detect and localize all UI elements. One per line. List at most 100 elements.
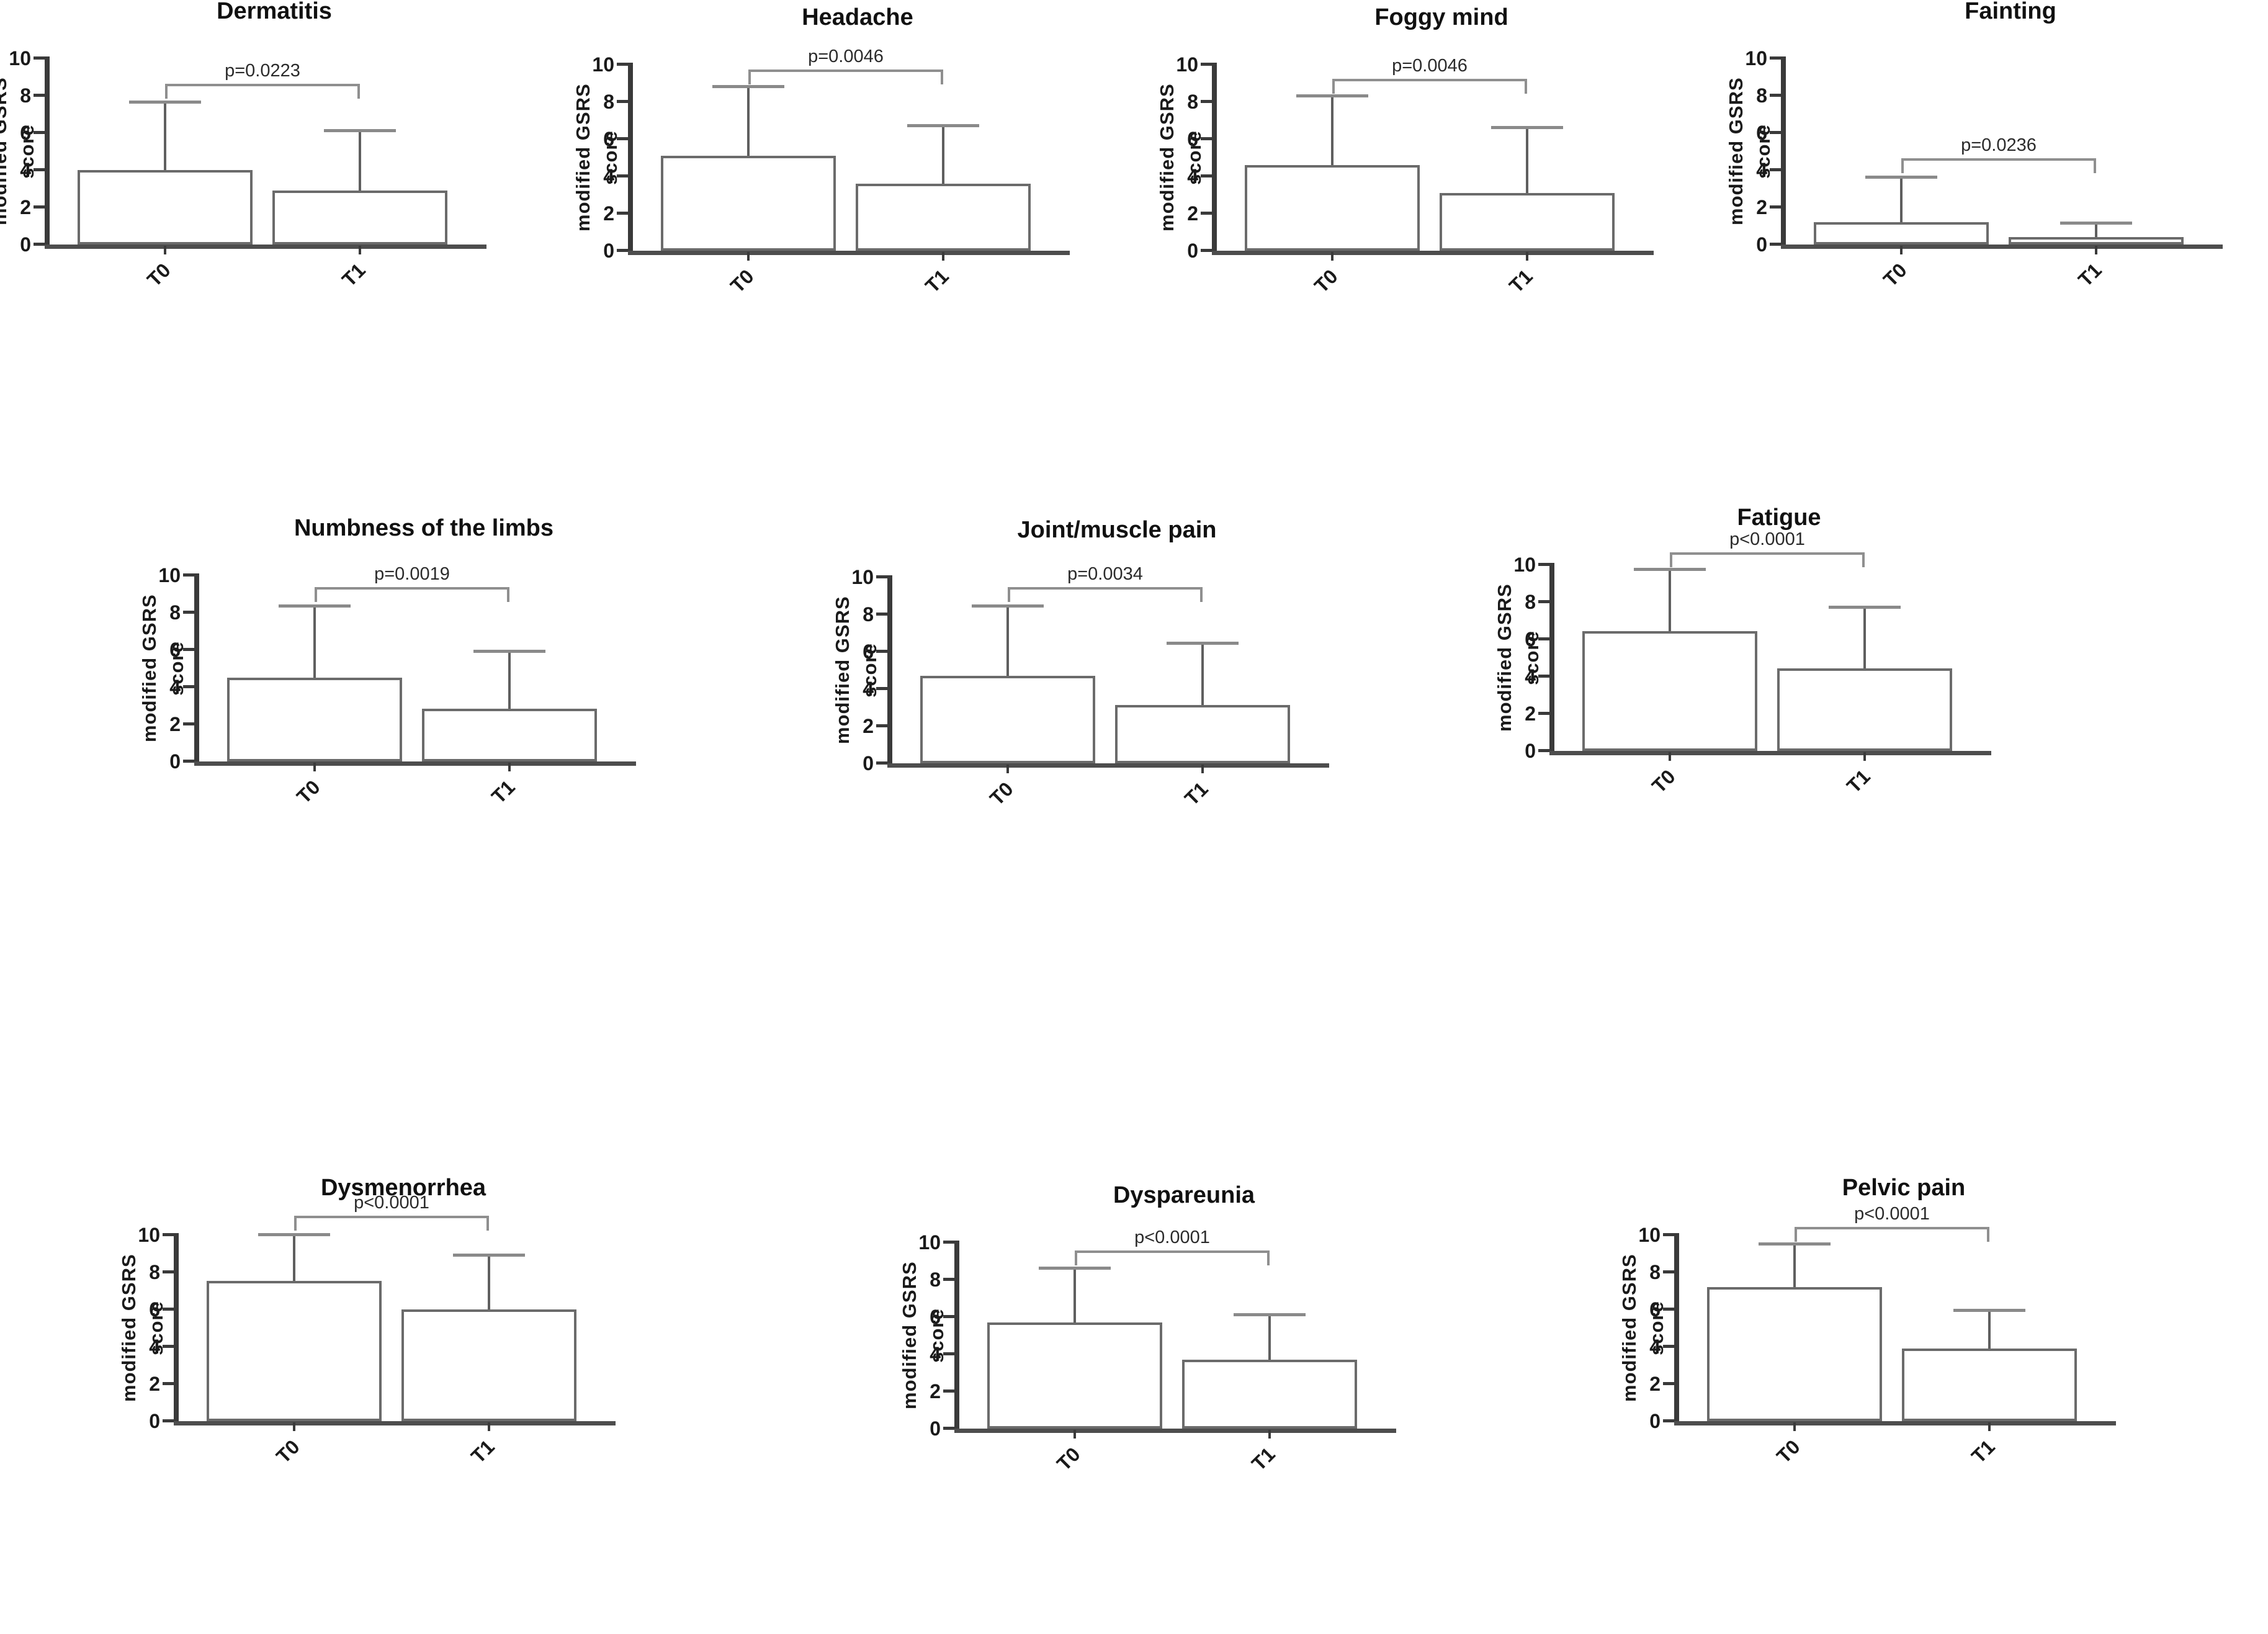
- x-label-area: T0 T1: [1500, 755, 2058, 824]
- chart-title: Dysmenorrhea: [320, 1175, 486, 1201]
- significance-bracket-end-left: [1901, 159, 1904, 173]
- y-axis-label: modified GSRS score: [572, 83, 621, 232]
- error-cap: [1167, 641, 1239, 645]
- x-tick-label-text: T1: [466, 1435, 499, 1468]
- chart-title: Numbness of the limbs: [294, 515, 554, 541]
- x-axis-line: [1781, 245, 2223, 249]
- error-bar: [1793, 1244, 1796, 1287]
- significance-bracket-end-left: [1332, 80, 1335, 94]
- y-tick-label: 2: [1525, 703, 1536, 725]
- plot-area: 0 2 4 6 8 10 modified GSRS score p=0.0236: [1725, 28, 2268, 255]
- bar-t0: [1582, 631, 1757, 751]
- bar-t1: [1440, 193, 1615, 251]
- x-tick-label-t0: T0: [1252, 265, 1342, 297]
- y-tick-label: 2: [603, 202, 614, 225]
- y-tick-label: 6: [930, 1306, 941, 1328]
- error-bar: [488, 1255, 490, 1309]
- y-tick: [1663, 1419, 1674, 1422]
- y-axis-label: modified GSRS score: [1725, 77, 1774, 226]
- x-tick-label-t1: T1: [1909, 1435, 1999, 1468]
- y-tick-label: 2: [1187, 202, 1198, 225]
- significance-bracket-end-right: [1200, 588, 1203, 602]
- x-tick-label-t0: T0: [994, 1443, 1085, 1475]
- y-tick-label: 2: [1756, 196, 1767, 218]
- x-tick-label-text: T1: [1247, 1443, 1280, 1475]
- y-tick: [1663, 1345, 1674, 1348]
- significance-bracket: [294, 1216, 489, 1218]
- significance-bracket-end-left: [1670, 553, 1672, 567]
- y-axis-line: [194, 573, 199, 766]
- y-axis-line: [1781, 56, 1786, 249]
- error-cap: [907, 124, 979, 127]
- y-tick-label: 4: [930, 1343, 941, 1365]
- y-tick: [1538, 600, 1549, 603]
- y-tick-label: 0: [20, 233, 31, 256]
- y-tick-label: 10: [158, 564, 181, 586]
- error-bar: [1900, 177, 1903, 222]
- error-bar: [359, 131, 361, 191]
- x-tick: [1526, 252, 1528, 261]
- error-bar: [1331, 96, 1333, 165]
- y-tick-label: 4: [1525, 665, 1536, 688]
- x-axis-line: [45, 245, 486, 249]
- x-axis-line: [194, 761, 636, 766]
- y-tick: [1538, 563, 1549, 566]
- y-tick: [163, 1382, 174, 1385]
- significance-bracket-end-right: [1525, 80, 1527, 94]
- error-bar: [1526, 128, 1528, 193]
- bar-t1: [856, 184, 1031, 251]
- y-tick-label: 6: [20, 122, 31, 144]
- chart-dermatitis: Dermatitis 0 2 4 6 8 10 modified GSRS score p=0.…: [0, 0, 554, 317]
- significance-bracket: [315, 586, 509, 590]
- p-value-label: p<0.0001: [1134, 1227, 1210, 1247]
- x-tick: [1793, 1422, 1796, 1431]
- y-axis-label: modified GSRS score: [0, 77, 38, 226]
- significance-bracket-end-right: [1267, 1251, 1270, 1265]
- x-tick-label-t0: T0: [1821, 259, 1911, 291]
- y-tick: [1770, 56, 1781, 60]
- error-bar: [1268, 1315, 1271, 1360]
- y-tick: [876, 724, 887, 727]
- y-tick: [876, 761, 887, 765]
- error-bar: [1201, 643, 1204, 705]
- y-axis-line: [887, 575, 892, 768]
- p-value-label: p=0.0019: [374, 563, 450, 584]
- y-tick-label: 10: [592, 53, 614, 76]
- y-tick: [1201, 137, 1212, 140]
- plot-area: 0 2 4 6 8 10 modified GSRS score p<0.0001: [1494, 529, 2058, 761]
- x-tick: [942, 252, 944, 261]
- x-tick: [1863, 752, 1866, 761]
- y-tick-label: 6: [1649, 1298, 1661, 1321]
- x-tick: [1988, 1422, 1991, 1431]
- y-axis-line: [954, 1241, 959, 1433]
- p-value-label: p=0.0046: [1392, 56, 1468, 76]
- p-value-label: p=0.0236: [1961, 135, 2037, 155]
- x-tick-label-text: T1: [1504, 265, 1537, 297]
- y-tick-label: 6: [1756, 122, 1767, 144]
- x-tick-label-text: T0: [271, 1435, 304, 1468]
- y-tick-label: 6: [863, 640, 874, 663]
- x-label-area: T0 T1: [1731, 249, 2268, 317]
- y-tick-label: 4: [20, 159, 31, 181]
- significance-bracket-end-right: [486, 1217, 489, 1231]
- x-tick-label-t0: T0: [234, 776, 325, 808]
- error-cap: [1829, 606, 1901, 609]
- y-tick-label: 8: [1187, 91, 1198, 113]
- y-axis-label: modified GSRS score: [118, 1254, 167, 1403]
- y-tick: [183, 685, 194, 688]
- y-tick: [617, 174, 628, 177]
- y-tick: [876, 575, 887, 578]
- x-tick-label-text: T0: [142, 259, 175, 291]
- bar-t1: [272, 191, 447, 245]
- bar-t0: [661, 156, 836, 251]
- significance-bracket: [1795, 1227, 1989, 1229]
- bar-t1: [1182, 1360, 1357, 1429]
- y-tick-label: 4: [1756, 159, 1767, 181]
- x-tick: [1006, 765, 1009, 773]
- significance-bracket-end-right: [1987, 1228, 1989, 1242]
- x-tick-label-text: T1: [920, 265, 953, 297]
- error-cap: [1634, 567, 1706, 571]
- error-bar: [1669, 569, 1671, 631]
- bar-t1: [1115, 704, 1290, 763]
- x-tick-label-t1: T1: [1446, 265, 1537, 297]
